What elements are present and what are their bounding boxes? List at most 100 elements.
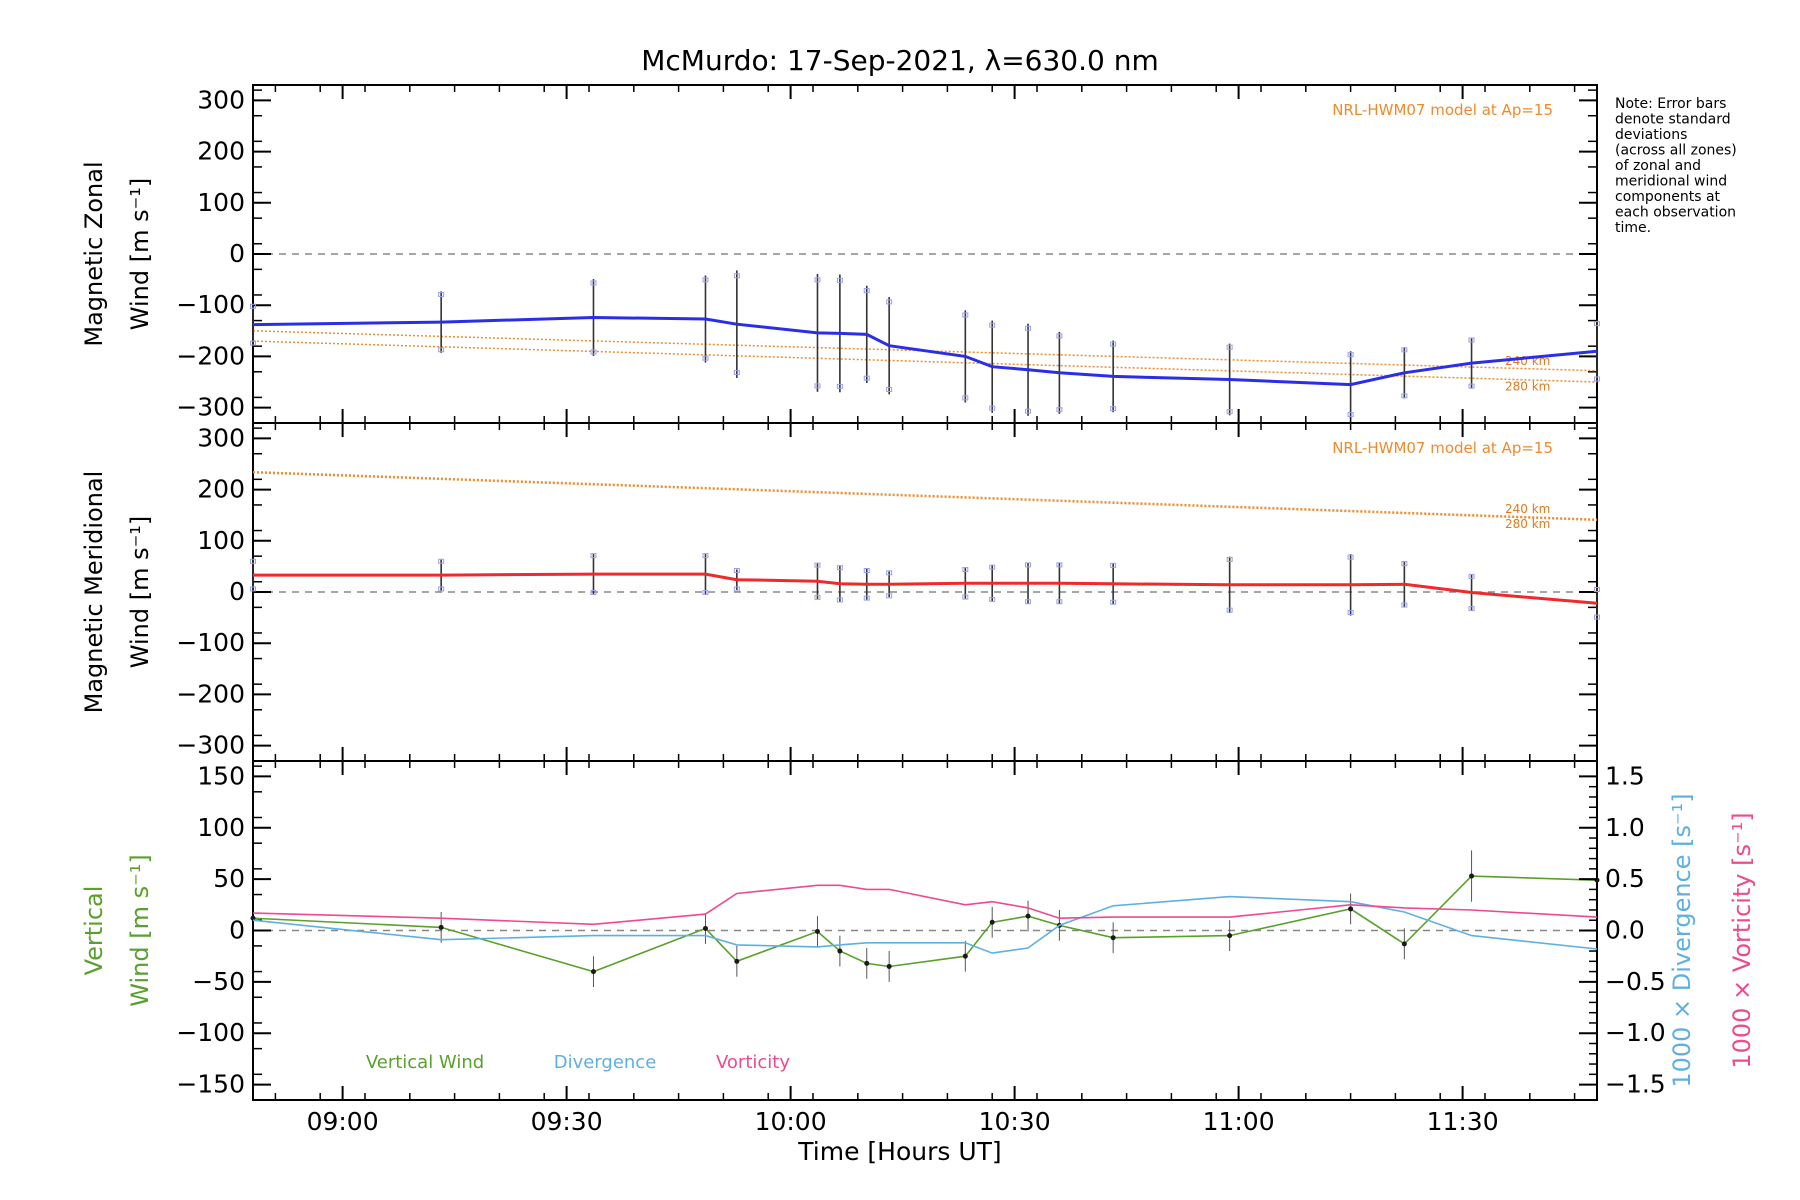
model-line-label: 280 km [1505, 517, 1550, 531]
y2-tick-label: −1.5 [1605, 1070, 1666, 1099]
series-line-zonal-wind [252, 315, 1598, 387]
zone-marker [438, 586, 445, 592]
legend-item: Vorticity [716, 1052, 790, 1073]
zone-marker [250, 340, 256, 346]
data-point [886, 963, 892, 969]
data-point [1401, 941, 1407, 947]
note-line: meridional wind [1615, 174, 1727, 190]
y-tick-label: 0 [229, 239, 245, 268]
y-tick-label: −300 [176, 731, 245, 760]
data-point [1469, 873, 1475, 879]
y-tick-label: 300 [197, 423, 245, 452]
data-point [734, 958, 740, 964]
zone-marker [590, 553, 597, 559]
y-tick-label: −200 [176, 679, 245, 708]
panel-1: −300 −200 −100 0 100 200 300 Magnetic Zonal Wind… [80, 84, 1600, 424]
data-point [989, 919, 995, 925]
note-line: time. [1615, 220, 1651, 236]
data-point [962, 953, 968, 959]
zone-marker [438, 347, 445, 353]
zone-marker [702, 355, 709, 361]
y-axis-label: Vertical [80, 886, 108, 976]
zone-marker [733, 586, 740, 592]
y-tick-label: −100 [176, 628, 245, 657]
data-point [1025, 913, 1031, 919]
y-tick-label: 0 [229, 916, 245, 945]
zone-marker [863, 288, 870, 294]
y2-tick-label: 0.0 [1605, 916, 1645, 945]
zone-marker [1056, 599, 1063, 605]
zone-marker [1110, 562, 1117, 568]
zone-marker [438, 291, 445, 297]
zone-marker [989, 596, 996, 602]
data-point [1348, 906, 1354, 912]
zone-marker [836, 597, 843, 603]
y-axis-label: Wind [m s⁻¹] [126, 516, 154, 668]
y-tick-label: −100 [176, 290, 245, 319]
x-tick-label: 11:00 [1203, 1107, 1275, 1136]
y2-tick-label: 1.0 [1605, 813, 1645, 842]
zone-marker [702, 277, 709, 283]
zone-marker [1110, 341, 1117, 347]
zone-marker [1468, 337, 1475, 343]
zone-marker [1226, 607, 1233, 613]
y-tick-label: 200 [197, 137, 245, 166]
series-line-meridional-wind [253, 572, 1598, 605]
y-tick-label: 100 [197, 188, 245, 217]
zone-marker [814, 594, 821, 600]
zone-marker [989, 405, 996, 411]
zone-marker [962, 566, 969, 572]
zone-marker [962, 594, 969, 600]
zone-marker [1468, 606, 1475, 612]
zone-marker [1110, 599, 1117, 605]
zone-marker [1025, 408, 1032, 414]
zone-marker [814, 562, 821, 568]
data-point [837, 948, 843, 954]
zone-marker [863, 375, 870, 381]
y2-axis-label-divergence: 1000 × Divergence [s⁻¹] [1668, 793, 1696, 1087]
zone-marker [1347, 554, 1354, 560]
y2-tick-label: 1.5 [1605, 761, 1645, 790]
y-tick-label: −150 [176, 1070, 245, 1099]
data-point [1110, 935, 1116, 941]
data-point [864, 960, 870, 966]
y-axis-label: Magnetic Zonal [80, 161, 108, 346]
note-line: denote standard [1615, 112, 1731, 128]
zone-marker [250, 303, 256, 309]
y-tick-label: 300 [197, 85, 245, 114]
x-axis: 09:00 09:30 10:00 10:30 11:00 11:30 [307, 1107, 1499, 1136]
zone-marker [814, 383, 821, 389]
zone-marker [989, 322, 996, 328]
data-point [250, 915, 256, 921]
x-axis-label: Time [Hours UT] [797, 1137, 1001, 1166]
zone-marker [814, 277, 821, 283]
zone-marker [836, 277, 843, 283]
x-tick-label: 10:30 [979, 1107, 1051, 1136]
note-line: components at [1615, 189, 1721, 205]
model-line [252, 340, 1598, 383]
panels: −300 −200 −100 0 100 200 300 Magnetic Zonal Wind… [80, 84, 1756, 1101]
x-tick-label: 09:30 [531, 1107, 603, 1136]
zone-marker [1025, 325, 1032, 331]
zone-marker [989, 564, 996, 570]
zone-marker [836, 565, 843, 571]
zone-marker [1401, 561, 1408, 567]
y-tick-label: 0 [229, 577, 245, 606]
zone-marker [438, 558, 445, 564]
data-point [438, 924, 444, 930]
zone-marker [1056, 562, 1063, 568]
x-tick-label: 09:00 [307, 1107, 379, 1136]
series-line-divergence [252, 895, 1598, 954]
series-line-vertical-wind [252, 875, 1598, 973]
zone-marker [962, 312, 969, 318]
legend-item: Vertical Wind [366, 1052, 484, 1073]
zone-marker [1401, 347, 1408, 353]
zone-marker [1347, 609, 1354, 615]
note-line: each observation [1615, 205, 1736, 221]
zone-marker [1110, 406, 1117, 412]
zone-marker [1056, 333, 1063, 339]
y2-tick-label: −0.5 [1605, 967, 1666, 996]
y-tick-label: −50 [192, 967, 245, 996]
